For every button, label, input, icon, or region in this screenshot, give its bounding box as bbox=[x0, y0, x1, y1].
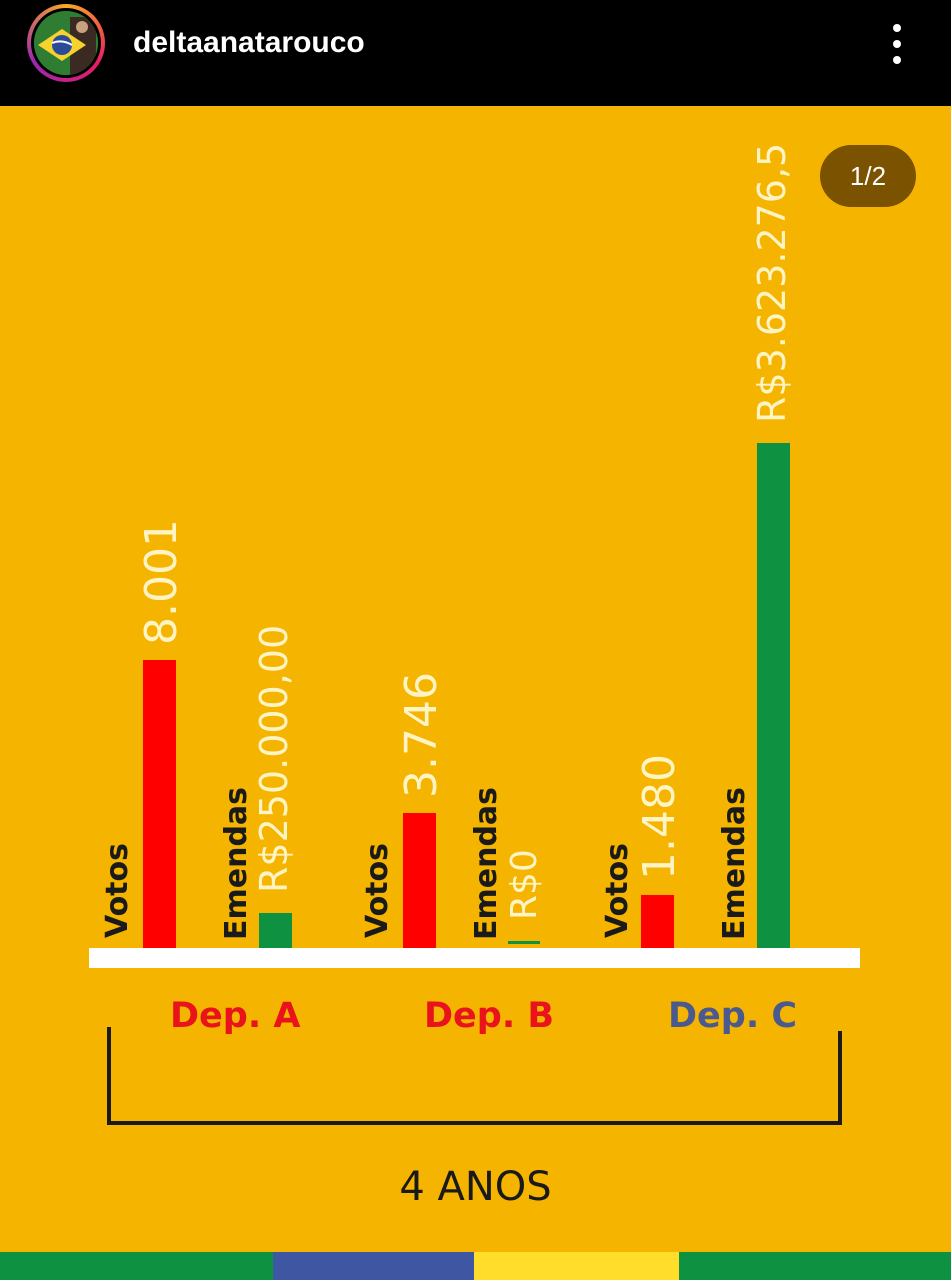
period-bracket-bottom bbox=[107, 1121, 842, 1125]
votos-bar bbox=[143, 660, 176, 948]
carousel-page-indicator: 1/2 bbox=[820, 145, 916, 207]
votos-value-label: 3.746 bbox=[396, 672, 447, 799]
emendas-value-label: R$3.623.276,5 bbox=[750, 142, 794, 423]
votos-series-label: Votos bbox=[600, 843, 635, 938]
footer-stripe-blue bbox=[273, 1252, 474, 1280]
footer-stripe-green-right bbox=[679, 1252, 951, 1280]
more-vertical-icon[interactable] bbox=[880, 22, 914, 68]
votos-series-label: Votos bbox=[360, 843, 395, 938]
avatar-image bbox=[34, 11, 98, 75]
avatar-ring-gap bbox=[31, 8, 101, 78]
votos-bar bbox=[641, 894, 674, 948]
votos-bar bbox=[403, 813, 436, 948]
votos-value-label: 1.480 bbox=[634, 753, 685, 880]
category-label: Dep. A bbox=[170, 996, 301, 1036]
period-bracket-right bbox=[838, 1031, 842, 1125]
username[interactable]: deltaanatarouco bbox=[133, 26, 365, 59]
category-label: Dep. C bbox=[668, 996, 798, 1036]
emendas-value-label: R$0 bbox=[504, 849, 545, 920]
profile-avatar[interactable] bbox=[27, 4, 105, 82]
chart-baseline bbox=[89, 948, 860, 968]
emendas-series-label: Emendas bbox=[219, 786, 254, 940]
emendas-value-label: R$250.000,00 bbox=[252, 624, 296, 894]
emendas-series-label: Emendas bbox=[469, 786, 504, 940]
menu-dot bbox=[893, 24, 901, 32]
post-header: deltaanatarouco bbox=[0, 0, 951, 106]
votos-series-label: Votos bbox=[100, 843, 135, 938]
category-label: Dep. B bbox=[424, 996, 555, 1036]
period-label: 4 ANOS bbox=[399, 1164, 552, 1210]
menu-dot bbox=[893, 40, 901, 48]
footer-stripe-green bbox=[0, 1252, 273, 1280]
emendas-series-label: Emendas bbox=[717, 786, 752, 940]
emendas-bar bbox=[259, 913, 292, 948]
period-bracket-left bbox=[107, 1027, 111, 1125]
footer-stripe-yellow bbox=[474, 1252, 679, 1280]
emendas-bar bbox=[757, 443, 790, 948]
emendas-bar bbox=[508, 941, 540, 944]
menu-dot bbox=[893, 56, 901, 64]
votos-value-label: 8.001 bbox=[136, 519, 187, 645]
brazil-flag-avatar-icon bbox=[34, 11, 98, 75]
